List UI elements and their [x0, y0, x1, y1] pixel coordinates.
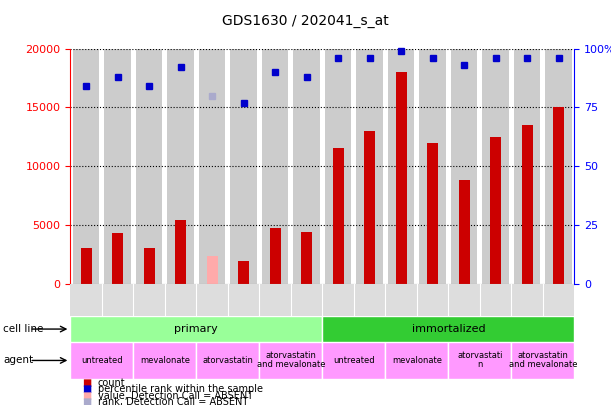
Text: rank, Detection Call = ABSENT: rank, Detection Call = ABSENT — [98, 397, 248, 405]
Bar — [133, 342, 196, 379]
Bar — [427, 143, 438, 284]
Bar — [70, 316, 323, 342]
Text: immortalized: immortalized — [412, 324, 485, 334]
Bar — [332, 149, 343, 284]
Bar — [144, 248, 155, 284]
Text: atorvastati
n: atorvastati n — [457, 352, 503, 369]
Bar — [167, 49, 194, 284]
Bar — [175, 220, 186, 284]
Bar — [259, 342, 323, 379]
Text: cell line: cell line — [3, 324, 43, 334]
Text: count: count — [98, 378, 125, 388]
Bar — [112, 233, 123, 284]
Text: atorvastatin
and mevalonate: atorvastatin and mevalonate — [257, 352, 325, 369]
Text: agent: agent — [3, 356, 33, 365]
Bar — [293, 49, 320, 284]
Bar — [490, 137, 501, 284]
Text: ■: ■ — [82, 391, 92, 401]
Bar — [238, 261, 249, 284]
Bar — [73, 49, 100, 284]
Bar — [451, 49, 477, 284]
Text: mevalonate: mevalonate — [392, 356, 442, 365]
Bar — [207, 256, 218, 284]
Text: ■: ■ — [82, 378, 92, 388]
Bar — [395, 72, 406, 284]
Bar — [356, 49, 383, 284]
Text: atorvastatin: atorvastatin — [202, 356, 253, 365]
Bar — [199, 49, 225, 284]
Bar — [136, 49, 163, 284]
Bar — [323, 342, 386, 379]
Bar — [269, 228, 280, 284]
Bar — [386, 342, 448, 379]
Bar — [323, 316, 574, 342]
Bar — [196, 342, 259, 379]
Bar — [511, 342, 574, 379]
Text: GDS1630 / 202041_s_at: GDS1630 / 202041_s_at — [222, 14, 389, 28]
Bar — [459, 180, 470, 284]
Bar — [301, 232, 312, 284]
Bar — [104, 49, 131, 284]
Bar — [482, 49, 509, 284]
Bar — [230, 49, 257, 284]
Text: value, Detection Call = ABSENT: value, Detection Call = ABSENT — [98, 391, 253, 401]
Text: percentile rank within the sample: percentile rank within the sample — [98, 384, 263, 394]
Bar — [70, 342, 133, 379]
Text: atorvastatin
and mevalonate: atorvastatin and mevalonate — [508, 352, 577, 369]
Bar — [545, 49, 572, 284]
Bar — [448, 342, 511, 379]
Bar — [522, 125, 533, 284]
Bar — [553, 107, 564, 284]
Bar — [324, 49, 351, 284]
Bar — [262, 49, 288, 284]
Text: untreated: untreated — [81, 356, 123, 365]
Bar — [81, 248, 92, 284]
Bar — [419, 49, 446, 284]
Text: ■: ■ — [82, 384, 92, 394]
Bar — [364, 131, 375, 284]
Bar — [387, 49, 414, 284]
Text: ■: ■ — [82, 397, 92, 405]
Text: primary: primary — [174, 324, 218, 334]
Text: mevalonate: mevalonate — [140, 356, 190, 365]
Bar — [514, 49, 541, 284]
Text: untreated: untreated — [333, 356, 375, 365]
